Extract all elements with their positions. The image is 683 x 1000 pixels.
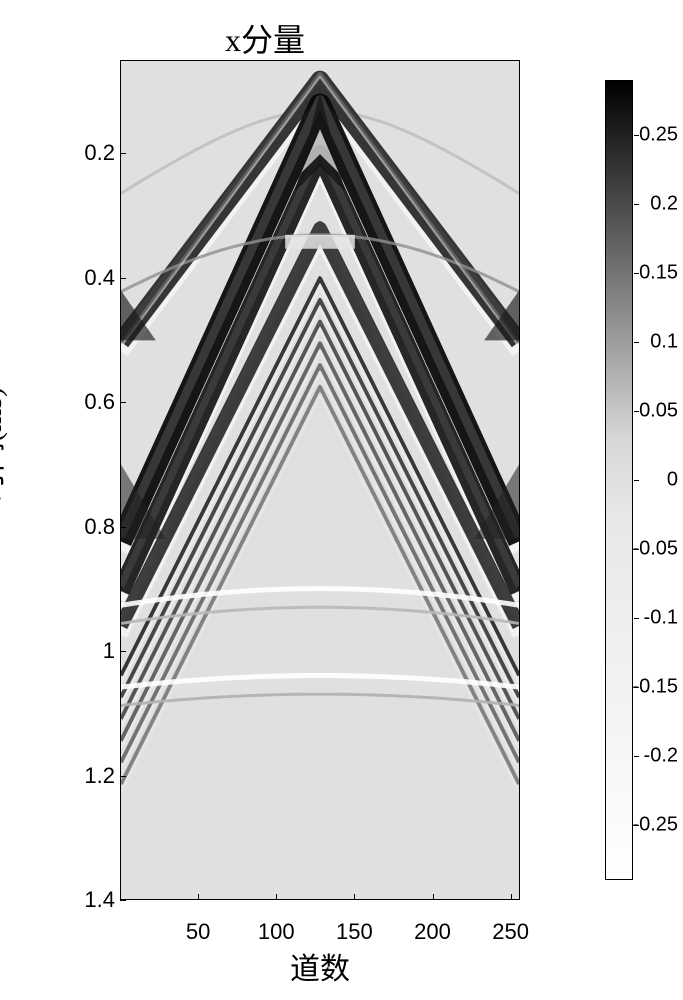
- x-tick-mark: [198, 894, 199, 900]
- x-tick-label: 150: [336, 919, 373, 945]
- y-tick-mark: [120, 651, 126, 652]
- colorbar-tick-label: -0.05: [632, 537, 678, 560]
- x-tick-mark: [511, 894, 512, 900]
- x-tick-mark: [354, 894, 355, 900]
- colorbar-tick-mark: [634, 549, 639, 550]
- y-tick-label: 0.8: [70, 514, 115, 540]
- colorbar-tick-mark: [634, 618, 639, 619]
- y-tick-mark: [120, 900, 126, 901]
- chart-container: x分量 时间(ms) 0.2 0.4 0.6 0.8 1 1.2 1.4 50 100 150 2…: [0, 0, 683, 1000]
- x-tick-mark: [276, 894, 277, 900]
- y-tick-mark: [120, 153, 126, 154]
- y-tick-label: 1.4: [70, 887, 115, 913]
- colorbar-tick-mark: [634, 825, 639, 826]
- y-tick-label: 0.2: [70, 140, 115, 166]
- y-tick-mark: [120, 278, 126, 279]
- colorbar-tick-label: -0.2: [644, 744, 678, 767]
- y-tick-label: 0.4: [70, 265, 115, 291]
- colorbar-tick-label: 0.1: [650, 331, 678, 354]
- seismic-image: [121, 61, 519, 899]
- x-tick-mark: [433, 894, 434, 900]
- colorbar-tick-mark: [634, 342, 639, 343]
- colorbar-tick-label: -0.15: [632, 675, 678, 698]
- chart-title: x分量: [0, 15, 530, 61]
- y-tick-label: 1: [70, 638, 115, 664]
- colorbar-tick-mark: [634, 204, 639, 205]
- y-tick-mark: [120, 402, 126, 403]
- colorbar-tick-mark: [634, 135, 639, 136]
- colorbar-tick-mark: [634, 411, 639, 412]
- y-axis-label: 时间(ms): [0, 387, 10, 502]
- y-tick-mark: [120, 527, 126, 528]
- colorbar-tick-mark: [634, 480, 639, 481]
- x-tick-label: 50: [186, 919, 210, 945]
- colorbar-tick-label: -0.1: [644, 606, 678, 629]
- y-tick-mark: [120, 776, 126, 777]
- colorbar-tick-label: 0.05: [639, 400, 678, 423]
- colorbar-tick-label: 0: [667, 469, 678, 492]
- x-tick-label: 200: [414, 919, 451, 945]
- colorbar-tick-label: 0.25: [639, 124, 678, 147]
- colorbar-tick-label: 0.15: [639, 262, 678, 285]
- colorbar-tick-mark: [634, 756, 639, 757]
- y-tick-label: 0.6: [70, 389, 115, 415]
- x-axis-label: 道数: [120, 944, 520, 988]
- plot-area: [120, 60, 520, 900]
- y-tick-label: 1.2: [70, 763, 115, 789]
- x-tick-label: 100: [258, 919, 295, 945]
- colorbar: [605, 80, 633, 880]
- colorbar-tick-mark: [634, 687, 639, 688]
- colorbar-tick-mark: [634, 273, 639, 274]
- colorbar-tick-label: 0.2: [650, 193, 678, 216]
- x-tick-label: 250: [492, 919, 529, 945]
- colorbar-tick-label: -0.25: [632, 813, 678, 836]
